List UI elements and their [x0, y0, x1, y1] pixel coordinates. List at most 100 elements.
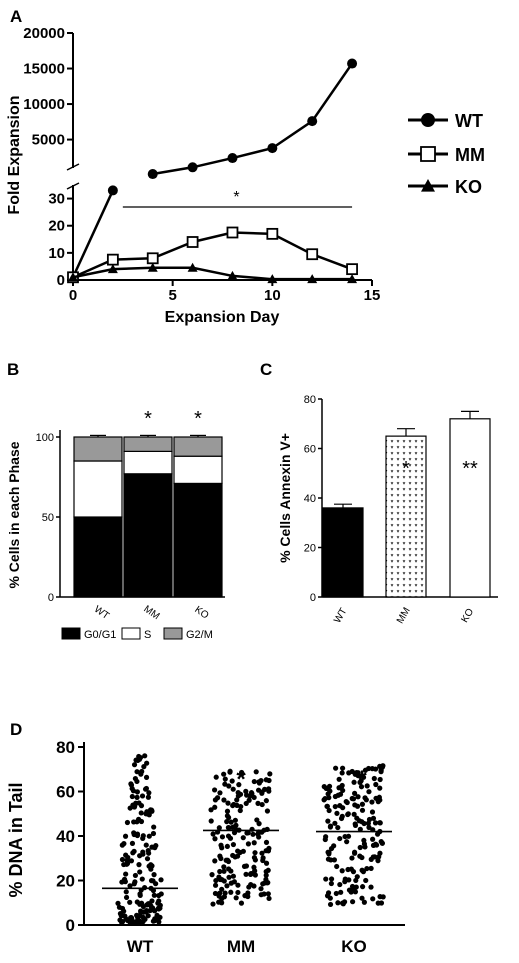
d-point	[217, 790, 223, 796]
a-line-wt-lower	[71, 189, 115, 278]
a-point-wt	[187, 162, 198, 173]
d-point	[266, 895, 272, 902]
d-point	[146, 790, 152, 796]
a-point-ko	[147, 262, 158, 272]
d-point	[225, 800, 231, 806]
d-point	[139, 876, 145, 882]
d-point	[335, 824, 341, 831]
b-y-axis-title: % Cells in each Phase	[6, 441, 22, 588]
b-legend-label: G2/M	[186, 629, 213, 641]
d-point	[137, 853, 143, 859]
d-point	[224, 857, 231, 863]
d-point	[354, 874, 360, 880]
d-point	[251, 840, 257, 846]
d-point	[366, 824, 372, 830]
b-bar-segment	[123, 436, 173, 452]
d-point	[258, 886, 264, 892]
d-point	[235, 848, 241, 854]
d-y-axis-title: % DNA in Tail	[6, 782, 26, 897]
d-point	[129, 793, 135, 800]
a-y-tick-label: 10	[48, 245, 65, 262]
d-point	[233, 895, 239, 901]
d-point	[150, 887, 157, 894]
d-point	[357, 844, 363, 851]
d-point	[117, 917, 123, 923]
d-point	[224, 808, 231, 814]
c-x-tick-label: WT	[332, 606, 349, 625]
d-point	[366, 789, 372, 795]
d-point	[221, 868, 227, 874]
a-series-ko	[68, 262, 358, 284]
panel-d-letter: D	[10, 720, 22, 739]
d-point	[139, 793, 146, 799]
d-point	[221, 771, 227, 777]
d-point	[349, 855, 355, 861]
d-point	[326, 795, 332, 801]
d-y-tick-label: 40	[56, 827, 75, 846]
d-point	[151, 872, 157, 878]
d-point	[217, 890, 223, 896]
a-legend-marker-mm	[420, 146, 436, 162]
d-point	[266, 777, 272, 784]
d-point	[352, 889, 359, 895]
d-point	[364, 865, 370, 872]
d-point	[359, 884, 366, 890]
a-axis-break-top	[66, 163, 80, 171]
d-point	[266, 788, 272, 794]
d-point	[264, 808, 271, 814]
d-point	[212, 858, 218, 864]
a-point-ko	[307, 274, 318, 284]
b-legend-swatch	[163, 627, 183, 640]
d-point	[336, 776, 342, 782]
d-point	[122, 833, 129, 839]
d-point	[235, 889, 241, 896]
d-point	[142, 753, 148, 759]
d-point	[143, 774, 150, 780]
d-point	[368, 865, 374, 871]
d-point	[265, 891, 271, 897]
d-point	[380, 894, 386, 900]
d-point	[234, 802, 240, 808]
d-point	[124, 861, 130, 867]
d-point	[331, 857, 337, 863]
d-point	[127, 883, 133, 889]
c-y-axis-title: % Cells Annexin V+	[277, 433, 293, 563]
d-significance-star-mm: *	[236, 766, 246, 793]
d-point	[263, 872, 269, 878]
c-x-tick-label: KO	[459, 607, 476, 625]
d-point	[131, 830, 137, 836]
d-point	[378, 900, 385, 906]
d-point	[216, 874, 222, 880]
a-y-tick-label: 30	[48, 191, 65, 208]
d-point	[326, 807, 332, 814]
d-point	[138, 810, 144, 816]
d-significance-star-ko: *	[357, 766, 367, 793]
c-bar	[322, 507, 364, 598]
b-bar-segment	[73, 436, 123, 462]
d-point	[142, 916, 148, 922]
d-point	[128, 781, 134, 787]
d-point	[127, 899, 133, 905]
d-point	[236, 782, 242, 788]
panel-b: B 0 50 100 % Cells in each Phase WT MM * KO * G0/G…	[6, 360, 225, 641]
d-point	[335, 900, 341, 906]
d-point	[140, 903, 147, 910]
d-point	[326, 783, 333, 789]
d-point	[144, 856, 151, 862]
d-point	[368, 884, 374, 890]
d-point	[260, 881, 266, 887]
d-point	[218, 855, 224, 862]
d-point	[251, 778, 257, 785]
d-point	[222, 781, 228, 787]
d-point	[327, 824, 334, 830]
d-point	[224, 883, 230, 889]
a-series-mm	[67, 226, 358, 284]
b-bar-segment	[173, 482, 223, 598]
a-axis-break-bottom	[66, 182, 80, 190]
d-point	[333, 765, 339, 771]
d-point	[243, 800, 249, 807]
d-point	[123, 871, 129, 877]
d-point	[226, 874, 232, 880]
d-point	[219, 886, 225, 892]
d-point	[334, 863, 340, 870]
